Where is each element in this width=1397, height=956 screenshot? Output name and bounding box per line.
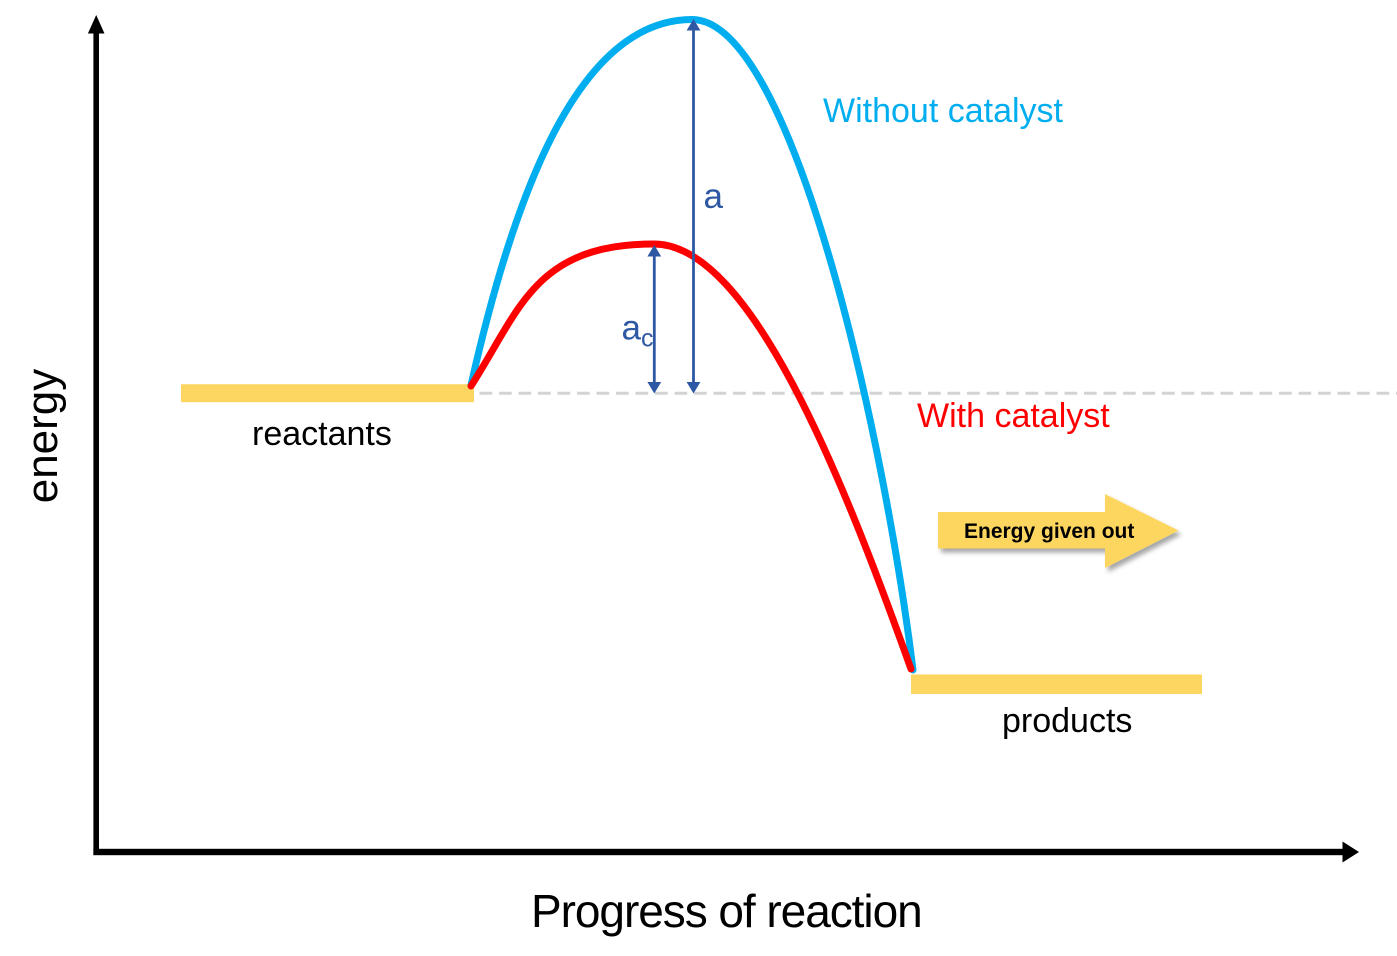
svg-text:ac: ac: [622, 309, 654, 353]
svg-text:energy: energy: [18, 369, 67, 504]
svg-text:With catalyst: With catalyst: [917, 397, 1110, 435]
svg-text:a: a: [704, 177, 724, 216]
svg-text:products: products: [1002, 702, 1132, 740]
svg-text:Energy given out: Energy given out: [964, 520, 1134, 543]
svg-text:Without catalyst: Without catalyst: [823, 92, 1064, 130]
svg-text:reactants: reactants: [252, 415, 392, 453]
svg-text:Progress of reaction: Progress of reaction: [531, 885, 922, 937]
